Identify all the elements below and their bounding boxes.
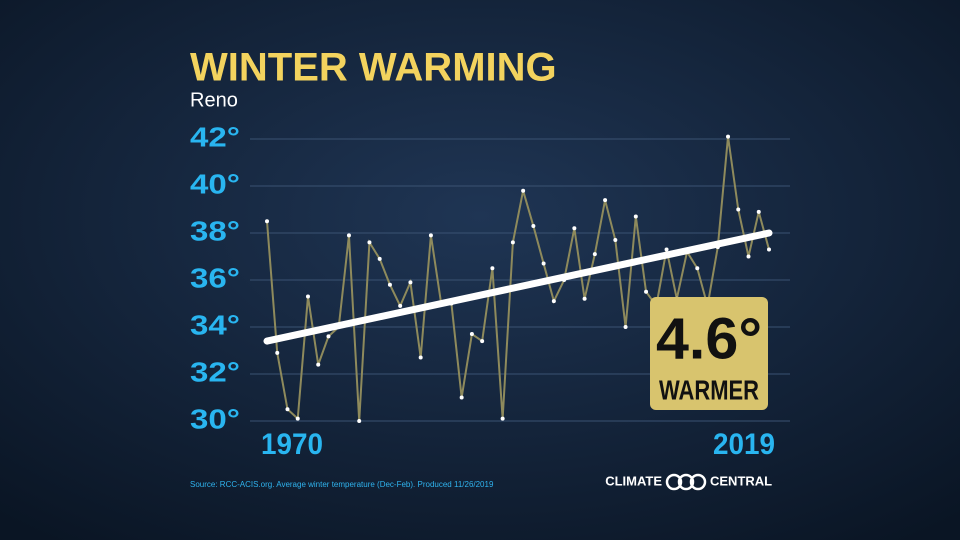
logo-text: CENTRAL [710,473,772,488]
data-point [572,226,577,231]
data-point [623,325,628,329]
y-tick-label: 42° [190,121,240,152]
y-tick-label: 40° [190,168,240,199]
x-tick-label: 1970 [261,428,323,461]
data-point [746,254,751,259]
annotation-box [650,297,768,410]
data-point [695,266,700,271]
data-point [428,233,433,238]
y-tick-label: 30° [190,403,240,434]
data-point [418,355,423,360]
chart-subtitle: Reno [190,89,238,111]
data-point [510,240,515,245]
data-point [265,219,269,224]
source: Source: RCC-ACIS.org. Average winter tem… [190,480,494,489]
logo-text: CLIMATE [605,473,662,488]
data-point [521,188,526,193]
x-tick-label: 2019 [713,428,775,461]
data-point [357,419,362,423]
data-point [480,339,485,344]
y-tick-label: 38° [190,215,240,246]
data-point [736,207,741,212]
chart-title: WINTER WARMING [190,46,557,90]
data-point [551,299,556,304]
plot: 30° 32° 34° 36° 38° 40° 42° 1970 2019 [190,121,790,461]
data-point [469,332,474,337]
y-tick-label: 36° [190,262,240,293]
data-point [377,256,382,261]
data-point [305,294,310,299]
data-point [295,416,300,421]
data-point [408,280,413,285]
data-point [582,296,587,301]
data-point [633,214,638,219]
data-point [767,247,771,252]
data-point [490,266,495,271]
data-point [531,223,536,228]
annotation-text: WARMER [659,374,759,405]
data-point [541,261,546,266]
data-line [266,136,770,422]
data-point [285,407,290,412]
data-point [346,233,351,238]
trend-line [263,229,773,345]
data-point [603,198,608,203]
data-point [664,247,669,252]
y-tick-label: 32° [190,356,240,387]
data-point [367,240,372,245]
data-point [592,252,597,257]
data-point [387,282,392,287]
data-point [756,209,761,214]
y-tick-label: 34° [190,309,240,340]
data-point [500,416,505,421]
data-point [459,395,464,400]
data-point [644,289,649,294]
data-point [316,362,321,367]
data-point [726,134,731,139]
data-point [398,303,403,308]
data-point [326,334,331,339]
logo-icon [665,473,707,491]
data-point [275,350,280,355]
annotation-value: 4.6° [656,306,762,371]
data-point [613,238,618,243]
